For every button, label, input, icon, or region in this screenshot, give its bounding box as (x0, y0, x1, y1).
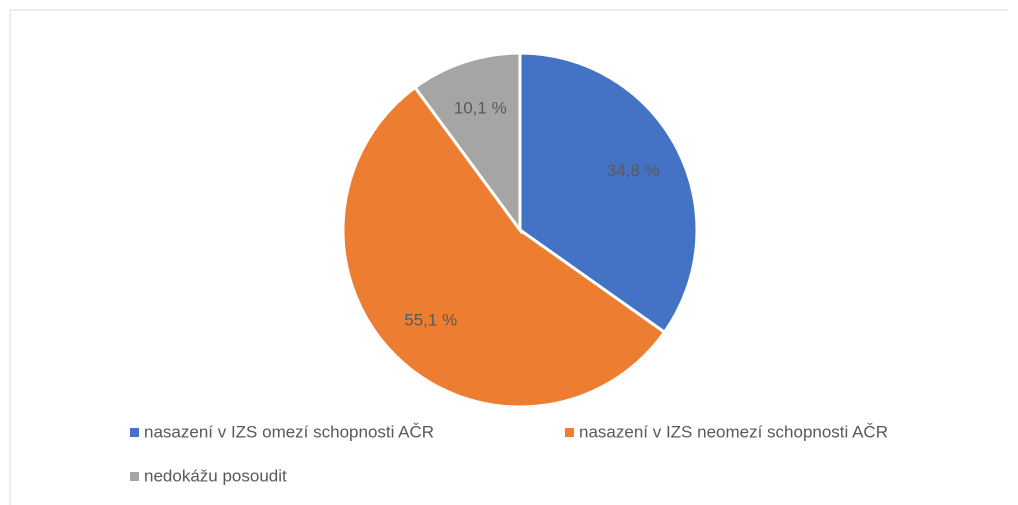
legend-label: nedokážu posoudit (144, 466, 287, 485)
data-label: 34,8 % (607, 161, 660, 180)
pie-slice (412, 51, 522, 235)
pie-slice (341, 85, 667, 409)
legend-swatch (130, 472, 139, 481)
data-label: 10,1 % (454, 98, 507, 117)
pie-slice (518, 51, 699, 335)
legend-label: nasazení v IZS omezí schopnosti AČR (144, 422, 434, 441)
legend-swatch (565, 428, 574, 437)
legend-label: nasazení v IZS neomezí schopnosti AČR (579, 422, 888, 441)
chart-border (9, 9, 1008, 505)
legend-swatch (130, 428, 139, 437)
data-label: 55,1 % (404, 310, 457, 329)
